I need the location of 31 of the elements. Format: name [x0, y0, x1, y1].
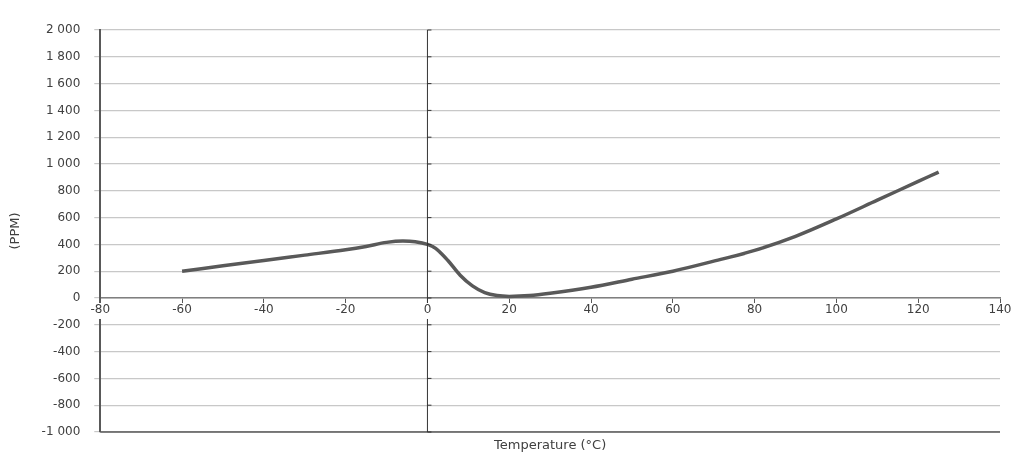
x-tick-label: 0: [423, 302, 432, 317]
y-tick-label: -600: [53, 370, 81, 385]
y-tick-label: -200: [53, 316, 81, 331]
y-tick-label: -1 000: [41, 424, 81, 439]
y-tick-label: 600: [57, 209, 81, 224]
x-tick-label: 140: [988, 302, 1012, 317]
x-tick-label: 80: [746, 302, 763, 317]
x-tick-label: 20: [501, 302, 517, 317]
x-tick-label: -20: [335, 302, 356, 317]
y-tick-label: 800: [57, 182, 81, 197]
y-tick-label: 1 800: [45, 48, 81, 63]
y-tick-label: 1 200: [45, 129, 81, 144]
y-tick-label: 200: [57, 263, 81, 278]
y-tick-label: 2 000: [45, 22, 81, 37]
x-tick-label: 60: [665, 302, 681, 317]
line-series: [180, 170, 941, 299]
x-tick-label: -40: [254, 302, 274, 317]
x-tick-label: 100: [824, 302, 848, 317]
x-axis-title: Temperature (°C): [493, 436, 607, 452]
x-tick-label: -80: [90, 302, 111, 317]
y-tick-label: 0: [72, 290, 81, 305]
x-tick-label: 120: [906, 302, 930, 317]
y-tick-label: -800: [53, 397, 81, 412]
y-tick-label: -400: [53, 343, 81, 358]
y-tick-label: 400: [57, 236, 81, 251]
y-tick-label: 1 600: [45, 75, 81, 90]
y-tick-label: 1 000: [45, 156, 81, 171]
y-tick-label: 1 400: [45, 102, 81, 117]
x-tick-label: 40: [583, 302, 599, 317]
x-tick-label: -60: [172, 302, 192, 317]
y-axis-title: (PPM): [7, 212, 23, 250]
